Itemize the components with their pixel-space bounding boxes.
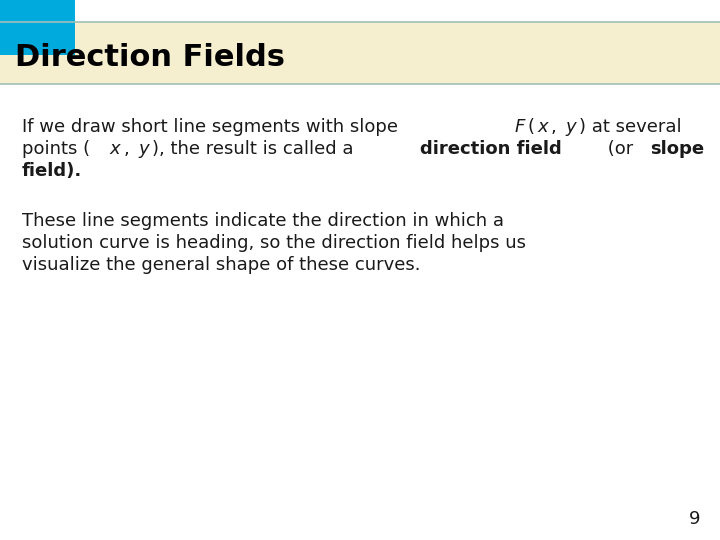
- Text: ,: ,: [551, 118, 562, 136]
- Text: points (: points (: [22, 140, 90, 158]
- Text: ), the result is called a: ), the result is called a: [152, 140, 359, 158]
- Text: direction field: direction field: [420, 140, 562, 158]
- Text: y: y: [138, 140, 149, 158]
- Text: y: y: [565, 118, 576, 136]
- Bar: [0, 0, 75, 55]
- Text: x: x: [110, 140, 120, 158]
- Text: x: x: [537, 118, 548, 136]
- Text: solution curve is heading, so the direction field helps us: solution curve is heading, so the direct…: [22, 234, 526, 252]
- Text: 9: 9: [688, 510, 700, 528]
- Text: ) at several: ) at several: [580, 118, 682, 136]
- Text: (or: (or: [603, 140, 639, 158]
- Text: slope: slope: [650, 140, 704, 158]
- Text: ,: ,: [124, 140, 135, 158]
- Text: These line segments indicate the direction in which a: These line segments indicate the directi…: [22, 212, 504, 230]
- Text: Direction Fields: Direction Fields: [15, 43, 285, 72]
- Text: (: (: [528, 118, 535, 136]
- Text: If we draw short line segments with slope: If we draw short line segments with slop…: [22, 118, 404, 136]
- Text: visualize the general shape of these curves.: visualize the general shape of these cur…: [22, 256, 420, 274]
- Text: F: F: [515, 118, 525, 136]
- Text: field).: field).: [22, 162, 82, 180]
- Bar: [0, 22, 720, 84]
